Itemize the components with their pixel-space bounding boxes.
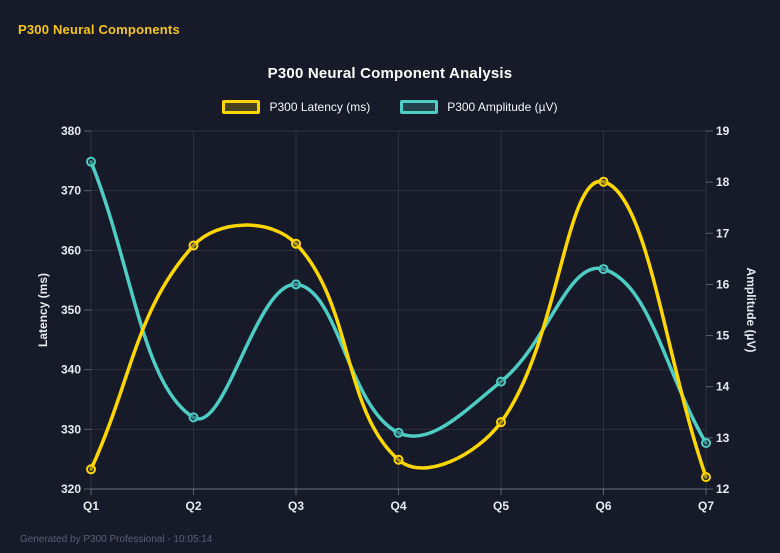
data-point-Q2[interactable] — [188, 412, 199, 423]
series-line — [89, 159, 708, 445]
footer-status: Generated by P300 Professional - 10:05:1… — [20, 534, 213, 545]
x-axis-tick-label: Q4 — [390, 499, 406, 513]
left-axis-tick-label: 340 — [61, 363, 81, 377]
left-axis-tick-label: 320 — [61, 482, 81, 496]
x-axis-tick-label: Q3 — [288, 499, 304, 513]
series-line — [89, 179, 708, 479]
data-point-Q1[interactable] — [86, 156, 96, 167]
left-axis-tick-label: 380 — [61, 124, 81, 138]
legend-label-amplitude: P300 Amplitude (µV) — [447, 100, 558, 114]
legend-item-amplitude[interactable]: P300 Amplitude (µV) — [400, 100, 558, 114]
left-axis-tick-label: 370 — [61, 184, 81, 198]
app-title: P300 Neural Components — [18, 22, 180, 37]
legend-label-latency: P300 Latency (ms) — [269, 100, 371, 114]
data-point-Q6[interactable] — [598, 176, 609, 187]
right-axis-tick-label: 12 — [716, 482, 730, 496]
data-point-Q4[interactable] — [393, 427, 404, 438]
x-axis-tick-label: Q7 — [698, 499, 714, 513]
x-axis-tick-label: Q5 — [493, 499, 509, 513]
data-point-Q4[interactable] — [393, 454, 404, 465]
left-axis-tick-label: 330 — [61, 422, 81, 436]
right-axis-tick-label: 16 — [716, 277, 730, 291]
legend-item-latency[interactable]: P300 Latency (ms) — [222, 100, 370, 114]
x-axis-tick-label: Q2 — [185, 499, 201, 513]
data-point-Q5[interactable] — [496, 417, 506, 428]
data-point-Q1[interactable] — [86, 464, 96, 475]
left-axis-tick-label: 360 — [61, 243, 81, 257]
legend-swatch-latency-icon — [222, 100, 261, 114]
right-axis-title: Amplitude (µV) — [744, 268, 758, 353]
right-axis-tick-label: 17 — [716, 226, 730, 240]
chart-title: P300 Neural Component Analysis — [267, 65, 513, 82]
data-point-Q3[interactable] — [291, 238, 301, 249]
data-point-Q7[interactable] — [701, 472, 711, 483]
data-point-Q2[interactable] — [188, 240, 199, 251]
right-axis-tick-label: 14 — [716, 380, 730, 394]
data-point-Q7[interactable] — [701, 437, 711, 448]
right-axis-tick-label: 13 — [716, 431, 730, 445]
x-axis-tick-label: Q6 — [595, 499, 611, 513]
data-point-Q3[interactable] — [291, 279, 301, 290]
right-axis-tick-label: 19 — [716, 124, 730, 138]
x-axis-tick-label: Q1 — [83, 499, 99, 513]
left-axis-title: Latency (ms) — [36, 273, 50, 347]
left-axis-tick-label: 350 — [61, 303, 81, 317]
data-point-Q5[interactable] — [496, 376, 506, 387]
right-axis-tick-label: 18 — [716, 175, 730, 189]
legend-swatch-amplitude-icon — [400, 100, 439, 114]
data-point-Q6[interactable] — [598, 264, 609, 275]
right-axis-tick-label: 15 — [716, 329, 730, 343]
chart-legend: P300 Latency (ms) P300 Amplitude (µV) — [0, 100, 780, 114]
